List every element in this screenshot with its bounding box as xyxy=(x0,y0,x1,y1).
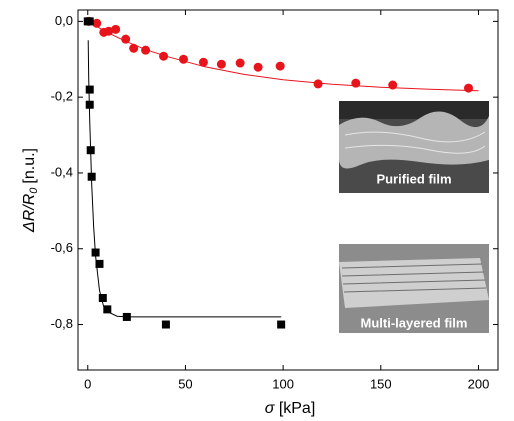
data-point xyxy=(86,146,95,155)
y-label-main: ΔR/R xyxy=(21,193,38,233)
data-point xyxy=(91,248,100,257)
data-point xyxy=(216,59,226,69)
x-tick-label: 0 xyxy=(84,376,91,391)
y-axis-label: ΔR/R0 [n.u.] xyxy=(21,148,40,233)
data-point xyxy=(464,83,474,93)
data-point xyxy=(92,18,102,28)
data-point xyxy=(103,305,112,314)
inset-texture xyxy=(341,263,487,293)
data-point xyxy=(95,259,104,268)
y-tick-label: -0,4 xyxy=(51,164,73,179)
fit-line xyxy=(87,40,282,318)
data-point xyxy=(122,312,131,321)
data-point xyxy=(161,320,170,329)
y-tick-label: 0,0 xyxy=(55,13,73,28)
data-point xyxy=(104,26,114,36)
data-point xyxy=(141,45,151,55)
plot-frame xyxy=(77,9,499,371)
data-point xyxy=(111,24,121,34)
x-label-unit: [kPa] xyxy=(279,400,315,417)
data-point xyxy=(313,79,323,89)
inset-background xyxy=(339,101,489,119)
data-point xyxy=(85,17,94,26)
y-tick-label: -0,2 xyxy=(51,89,73,104)
y-tick-label: -0,6 xyxy=(51,240,73,255)
inset-film xyxy=(339,258,489,308)
inset-label: Purified film xyxy=(376,171,451,186)
data-point xyxy=(85,85,94,94)
x-tick-label: 100 xyxy=(272,376,294,391)
data-point xyxy=(121,34,131,44)
data-point xyxy=(253,62,263,72)
data-point xyxy=(351,78,361,88)
data-point xyxy=(277,320,286,329)
data-point xyxy=(159,51,169,61)
data-point xyxy=(178,54,188,64)
x-tick-label: 50 xyxy=(178,376,192,391)
data-point xyxy=(275,61,285,71)
inset-purified: Purified film xyxy=(339,101,489,193)
x-tick-label: 150 xyxy=(370,376,392,391)
data-point xyxy=(129,43,139,53)
data-point xyxy=(235,58,245,68)
data-point xyxy=(198,57,208,67)
x-tick-label: 200 xyxy=(468,376,490,391)
x-axis-label: σ [kPa] xyxy=(265,400,316,417)
inset-label: Multi-layered film xyxy=(361,315,468,330)
y-tick-label: -0,8 xyxy=(51,316,73,331)
inset-multilayer: Multi-layered film xyxy=(339,244,489,333)
data-point xyxy=(388,80,398,90)
y-label-sub: 0 xyxy=(28,187,40,194)
inset-film xyxy=(339,111,489,169)
data-point xyxy=(87,172,96,181)
fit-line xyxy=(87,20,479,92)
x-label-symbol: σ xyxy=(265,400,276,417)
y-label-unit: [n.u.] xyxy=(21,148,38,184)
data-point xyxy=(98,294,107,302)
data-point xyxy=(85,100,94,109)
inset-texture xyxy=(344,131,486,154)
